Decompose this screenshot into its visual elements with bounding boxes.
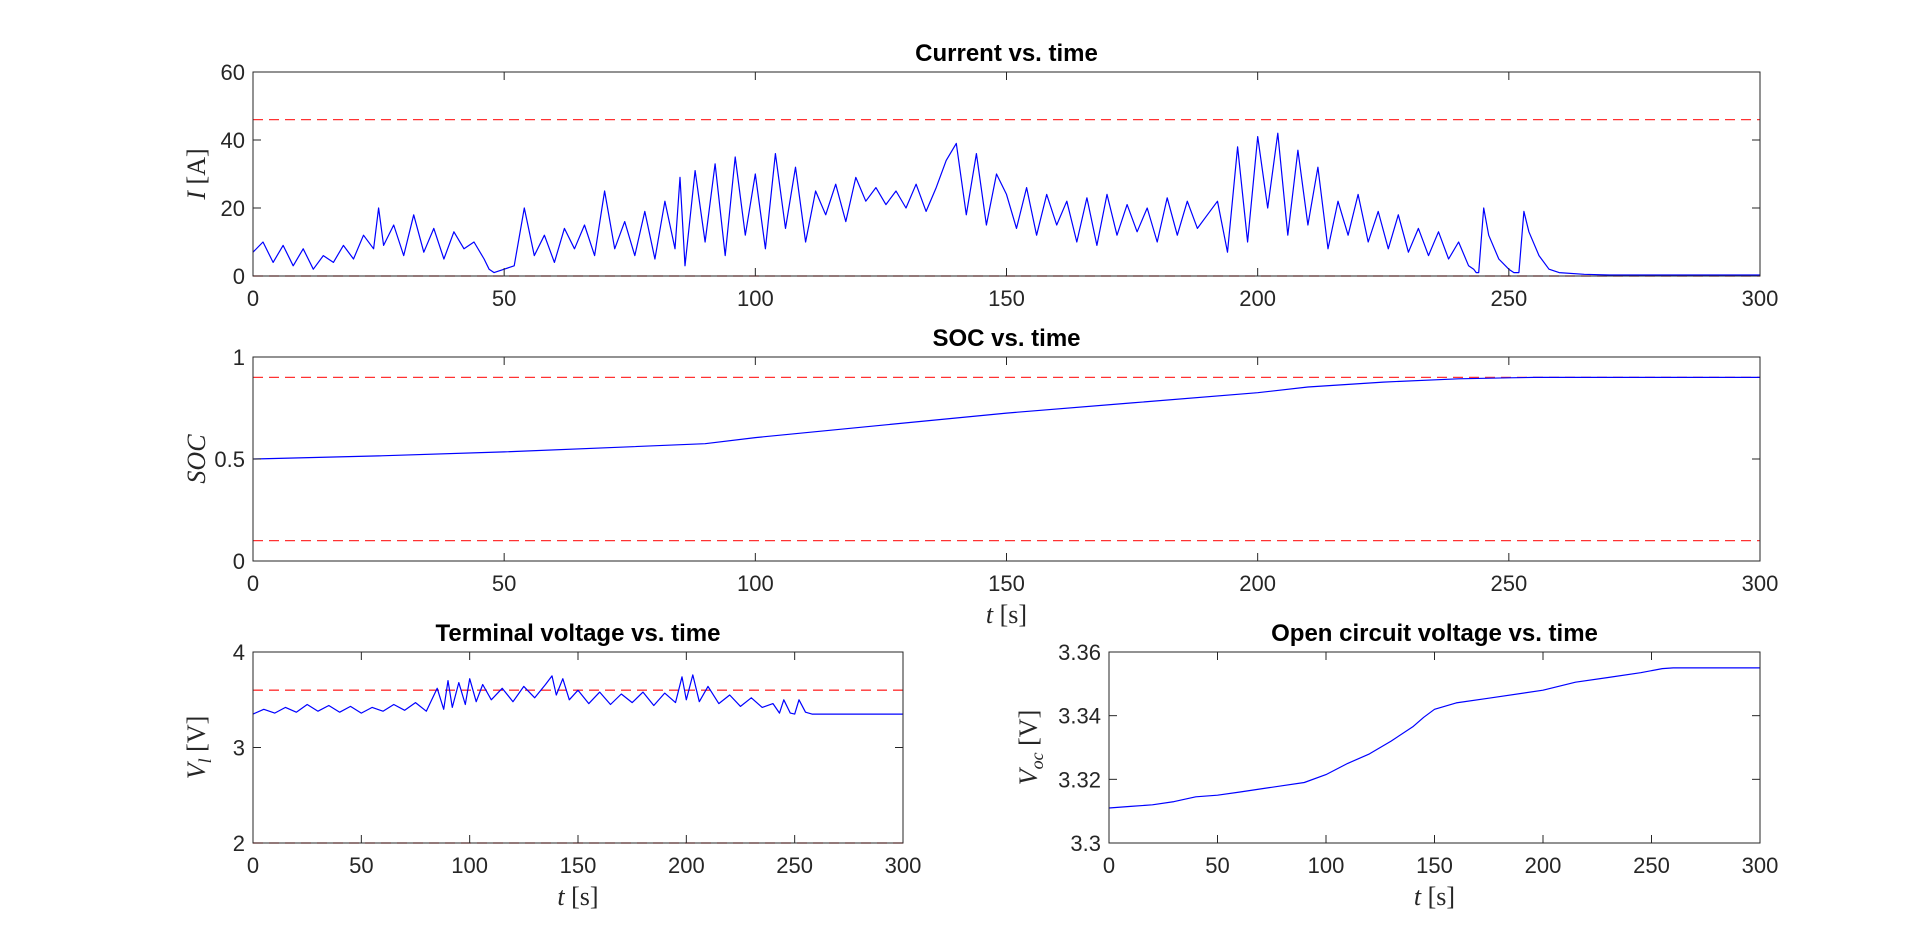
x-tick-label: 200 xyxy=(1239,571,1276,596)
x-tick-label: 200 xyxy=(1239,286,1276,311)
series-line xyxy=(1108,667,1760,809)
series-line xyxy=(252,132,1760,276)
chart-title: Terminal voltage vs. time xyxy=(436,620,721,647)
y-tick-label: 3.36 xyxy=(1058,640,1101,665)
y-axis-label: I [A] xyxy=(182,148,211,200)
terminal-voltage-plot: 0 50 100 150 200 250 300 2 3 4 Terminal voltage vs… xyxy=(182,620,921,911)
y-tick-label: 60 xyxy=(221,60,245,85)
chart-title: SOC vs. time xyxy=(932,325,1080,352)
x-tick-label: 250 xyxy=(1490,571,1527,596)
y-tick-label: 3.32 xyxy=(1058,767,1101,792)
y-tick-label: 3.3 xyxy=(1070,831,1101,856)
y-tick-label: 3.34 xyxy=(1058,704,1101,729)
x-tick-label: 150 xyxy=(560,853,597,878)
x-tick-label: 0 xyxy=(1103,853,1115,878)
x-tick-label: 100 xyxy=(451,853,488,878)
x-tick-label: 100 xyxy=(1308,853,1345,878)
x-tick-label: 150 xyxy=(988,571,1025,596)
x-tick-label: 200 xyxy=(1525,853,1562,878)
y-tick-label: 3 xyxy=(233,736,245,761)
x-tick-label: 200 xyxy=(668,853,705,878)
y-tick-label: 1 xyxy=(233,345,245,370)
series-line xyxy=(252,376,1760,460)
x-axis-label: t [s] xyxy=(986,600,1027,629)
y-tick-label: 0 xyxy=(233,549,245,574)
x-tick-label: 0 xyxy=(247,571,259,596)
x-tick-label: 150 xyxy=(1416,853,1453,878)
x-tick-label: 50 xyxy=(349,853,373,878)
x-tick-label: 50 xyxy=(492,286,516,311)
x-tick-label: 300 xyxy=(1742,853,1779,878)
y-tick-label: 0 xyxy=(233,264,245,289)
chart-title: Current vs. time xyxy=(915,40,1098,67)
chart-title: Open circuit voltage vs. time xyxy=(1271,620,1598,647)
y-axis-label: Voc [V] xyxy=(1014,710,1047,785)
y-tick-label: 0.5 xyxy=(214,447,245,472)
series-line xyxy=(252,674,903,715)
x-tick-label: 50 xyxy=(1205,853,1229,878)
x-axis-label: t [s] xyxy=(557,882,598,911)
x-tick-label: 300 xyxy=(1742,571,1779,596)
y-tick-label: 20 xyxy=(221,196,245,221)
x-tick-label: 100 xyxy=(737,571,774,596)
x-tick-label: 50 xyxy=(492,571,516,596)
x-axis-label: t [s] xyxy=(1414,882,1455,911)
y-tick-label: 4 xyxy=(233,640,245,665)
x-tick-label: 0 xyxy=(247,286,259,311)
y-axis-label: Vl [V] xyxy=(182,716,215,780)
x-tick-label: 150 xyxy=(988,286,1025,311)
y-tick-label: 2 xyxy=(233,831,245,856)
x-tick-label: 300 xyxy=(885,853,922,878)
x-tick-label: 250 xyxy=(1633,853,1670,878)
x-tick-label: 300 xyxy=(1742,286,1779,311)
open-circuit-voltage-plot: 0 50 100 150 200 250 300 3.3 3.32 3.34 3.36 Open ci… xyxy=(1014,620,1778,911)
y-axis-label: SOC xyxy=(182,434,211,484)
soc-plot: 0 50 100 150 200 250 300 0 0.5 1 SOC vs. time SOC t … xyxy=(182,325,1778,629)
y-tick-label: 40 xyxy=(221,128,245,153)
x-tick-label: 250 xyxy=(1490,286,1527,311)
x-tick-label: 0 xyxy=(247,853,259,878)
x-tick-label: 100 xyxy=(737,286,774,311)
current-plot: 0 50 100 150 200 250 300 0 20 40 60 Current vs. tim… xyxy=(182,40,1778,311)
x-tick-label: 250 xyxy=(776,853,813,878)
